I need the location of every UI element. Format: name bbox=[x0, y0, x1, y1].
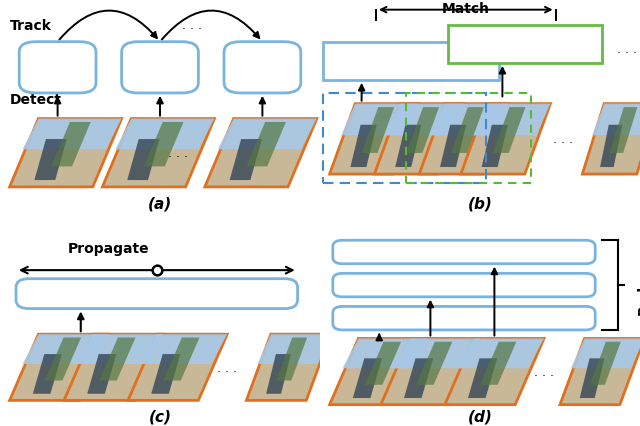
Polygon shape bbox=[330, 339, 429, 405]
Text: Match: Match bbox=[442, 2, 490, 16]
Polygon shape bbox=[416, 342, 452, 385]
FancyBboxPatch shape bbox=[19, 43, 96, 94]
Text: (c): (c) bbox=[148, 409, 172, 424]
Polygon shape bbox=[461, 104, 550, 175]
Polygon shape bbox=[440, 126, 466, 167]
Text: Reduce: Reduce bbox=[637, 256, 640, 314]
Polygon shape bbox=[493, 108, 525, 153]
Polygon shape bbox=[592, 104, 640, 136]
Polygon shape bbox=[257, 334, 331, 364]
FancyBboxPatch shape bbox=[333, 307, 595, 330]
Text: . . .: . . . bbox=[534, 365, 554, 378]
Polygon shape bbox=[218, 119, 317, 150]
Bar bbox=[323, 94, 486, 183]
Polygon shape bbox=[582, 104, 640, 175]
Polygon shape bbox=[102, 119, 214, 187]
Polygon shape bbox=[127, 140, 159, 181]
Polygon shape bbox=[141, 334, 227, 364]
Polygon shape bbox=[205, 119, 317, 187]
Polygon shape bbox=[151, 354, 180, 394]
Polygon shape bbox=[22, 119, 122, 150]
Polygon shape bbox=[386, 104, 464, 136]
Text: . . .: . . . bbox=[182, 19, 202, 32]
Polygon shape bbox=[381, 339, 480, 405]
Polygon shape bbox=[10, 119, 122, 187]
Polygon shape bbox=[590, 342, 621, 385]
FancyBboxPatch shape bbox=[16, 279, 298, 309]
Polygon shape bbox=[580, 359, 604, 398]
Text: Propagate: Propagate bbox=[68, 242, 150, 256]
Polygon shape bbox=[246, 334, 331, 400]
Polygon shape bbox=[472, 104, 550, 136]
Polygon shape bbox=[33, 354, 62, 394]
Polygon shape bbox=[276, 338, 307, 381]
FancyBboxPatch shape bbox=[333, 241, 595, 264]
Polygon shape bbox=[468, 359, 497, 398]
Polygon shape bbox=[77, 334, 163, 364]
Polygon shape bbox=[480, 342, 516, 385]
Polygon shape bbox=[353, 359, 382, 398]
Polygon shape bbox=[365, 342, 401, 385]
Polygon shape bbox=[266, 354, 291, 394]
Text: (d): (d) bbox=[468, 409, 492, 424]
Polygon shape bbox=[51, 123, 91, 167]
Polygon shape bbox=[404, 359, 433, 398]
Polygon shape bbox=[458, 339, 544, 368]
Polygon shape bbox=[482, 126, 508, 167]
Bar bbox=[323, 43, 499, 81]
Polygon shape bbox=[230, 140, 262, 181]
Polygon shape bbox=[64, 334, 163, 400]
Polygon shape bbox=[351, 126, 376, 167]
Polygon shape bbox=[330, 104, 419, 175]
Polygon shape bbox=[431, 104, 509, 136]
Polygon shape bbox=[163, 338, 200, 381]
Text: . . .: . . . bbox=[553, 133, 573, 146]
Polygon shape bbox=[45, 338, 81, 381]
Polygon shape bbox=[362, 108, 394, 153]
Bar bbox=[448, 26, 602, 64]
Polygon shape bbox=[87, 354, 116, 394]
Polygon shape bbox=[115, 119, 214, 150]
Text: (a): (a) bbox=[148, 196, 172, 211]
Polygon shape bbox=[600, 126, 622, 167]
Polygon shape bbox=[22, 334, 109, 364]
FancyBboxPatch shape bbox=[122, 43, 198, 94]
Polygon shape bbox=[99, 338, 136, 381]
Text: . . .: . . . bbox=[454, 262, 474, 275]
Polygon shape bbox=[445, 339, 544, 405]
Polygon shape bbox=[419, 104, 509, 175]
Polygon shape bbox=[35, 140, 67, 181]
Polygon shape bbox=[396, 126, 422, 167]
Polygon shape bbox=[609, 108, 637, 153]
FancyBboxPatch shape bbox=[224, 43, 301, 94]
Polygon shape bbox=[451, 108, 484, 153]
Text: Track: Track bbox=[10, 19, 51, 32]
Polygon shape bbox=[10, 334, 109, 400]
Polygon shape bbox=[571, 339, 640, 368]
Polygon shape bbox=[341, 104, 419, 136]
Text: Detect: Detect bbox=[10, 93, 61, 107]
Polygon shape bbox=[128, 334, 227, 400]
Polygon shape bbox=[560, 339, 640, 405]
FancyBboxPatch shape bbox=[333, 274, 595, 297]
Polygon shape bbox=[144, 123, 184, 167]
Text: . . .: . . . bbox=[217, 361, 237, 374]
Text: (b): (b) bbox=[468, 196, 492, 211]
Polygon shape bbox=[342, 339, 429, 368]
Bar bbox=[406, 94, 531, 183]
Polygon shape bbox=[374, 104, 464, 175]
Text: . . .: . . . bbox=[168, 147, 188, 160]
Polygon shape bbox=[246, 123, 286, 167]
Polygon shape bbox=[394, 339, 480, 368]
Polygon shape bbox=[406, 108, 439, 153]
Text: . . .: . . . bbox=[617, 43, 637, 55]
